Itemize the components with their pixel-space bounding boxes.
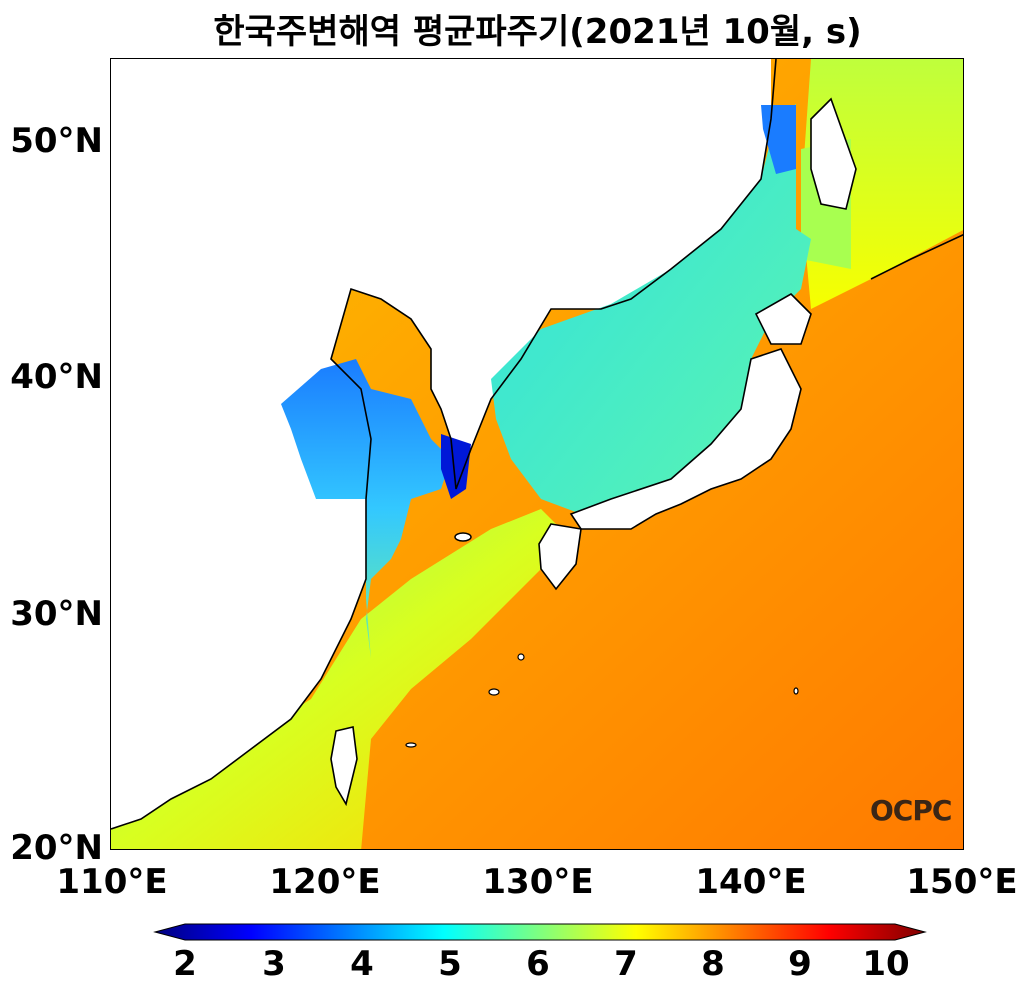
hokkaido-land	[754, 293, 812, 345]
taiwan-land	[330, 726, 358, 807]
east-sea-field	[491, 104, 811, 514]
y-axis-label-40n: 40°N	[10, 357, 103, 397]
wave-period-map	[111, 59, 963, 849]
colorbar-tick-2: 2	[173, 944, 197, 984]
small-island	[405, 742, 417, 748]
x-axis-label-150e: 150°E	[906, 862, 1018, 902]
x-axis-label-140e: 140°E	[695, 862, 807, 902]
x-axis-label-110e: 110°E	[56, 862, 168, 902]
colorbar-tick-3: 3	[262, 944, 286, 984]
map-plot-area	[110, 58, 964, 850]
y-axis-label-30n: 30°N	[10, 594, 103, 634]
korea-west-coast-field	[441, 434, 471, 499]
jeju-island	[454, 532, 472, 542]
colorbar-tick-10: 10	[862, 944, 910, 984]
ocpc-logo: OCPC	[870, 794, 952, 827]
colorbar	[153, 923, 927, 941]
honshu-land	[569, 348, 802, 530]
y-axis-label-50n: 50°N	[10, 121, 103, 161]
page-title: 한국주변해역 평균파주기(2021년 10월, s)	[213, 12, 862, 52]
x-axis-label-130e: 130°E	[482, 862, 594, 902]
colorbar-tick-7: 7	[614, 944, 638, 984]
colorbar-tick-5: 5	[438, 944, 462, 984]
colorbar-tick-4: 4	[350, 944, 374, 984]
mainland-coastline	[111, 59, 777, 830]
colorbar-tick-8: 8	[701, 944, 725, 984]
colorbar-tick-6: 6	[526, 944, 550, 984]
small-island	[793, 687, 799, 695]
colorbar-gradient	[153, 923, 927, 941]
small-island	[517, 653, 525, 661]
x-axis-label-120e: 120°E	[269, 862, 381, 902]
kyushu-land	[538, 523, 582, 591]
kuril-coastline	[870, 234, 963, 280]
small-island	[488, 688, 500, 696]
y-axis-label-20n: 20°N	[10, 828, 103, 868]
mainland-land	[111, 59, 771, 829]
colorbar-tick-9: 9	[788, 944, 812, 984]
sakhalin-land	[810, 97, 857, 210]
